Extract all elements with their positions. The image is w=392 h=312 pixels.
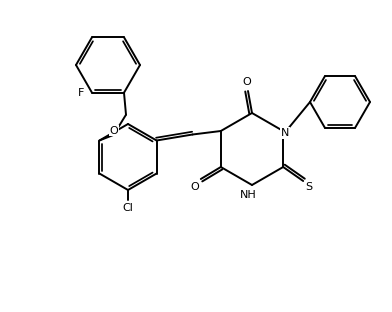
Text: F: F bbox=[78, 88, 84, 98]
Text: O: O bbox=[110, 126, 118, 136]
Text: O: O bbox=[191, 182, 199, 192]
Text: S: S bbox=[306, 182, 313, 192]
Text: NH: NH bbox=[240, 190, 256, 200]
Text: O: O bbox=[243, 77, 251, 87]
Text: Cl: Cl bbox=[123, 203, 133, 213]
Text: N: N bbox=[281, 128, 289, 138]
